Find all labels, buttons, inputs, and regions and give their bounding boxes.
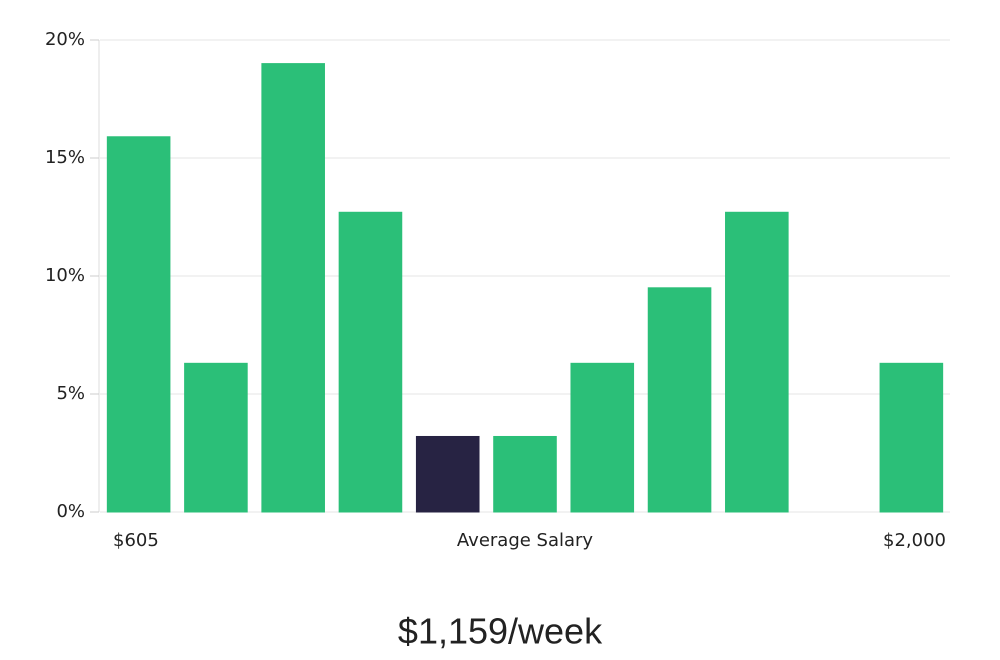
x-start-label: $605 bbox=[113, 530, 159, 551]
x-end-label: $2,000 bbox=[883, 530, 946, 551]
bar bbox=[106, 136, 171, 513]
bar bbox=[184, 362, 248, 513]
bar bbox=[570, 362, 635, 513]
bar bbox=[647, 287, 712, 513]
bar bbox=[261, 63, 325, 513]
y-tick-label: 20% bbox=[45, 29, 85, 50]
x-axis-label: Average Salary bbox=[457, 530, 594, 551]
bar bbox=[725, 211, 789, 513]
summary: $1,159/week bbox=[398, 611, 603, 652]
bar bbox=[879, 362, 944, 513]
bar bbox=[493, 435, 557, 513]
y-tick-label: 10% bbox=[45, 265, 85, 286]
bar bbox=[338, 211, 403, 513]
y-tick-label: 15% bbox=[45, 147, 85, 168]
y-tick-label: 0% bbox=[56, 501, 85, 522]
bar bbox=[415, 435, 480, 513]
y-tick-label: 5% bbox=[56, 383, 85, 404]
